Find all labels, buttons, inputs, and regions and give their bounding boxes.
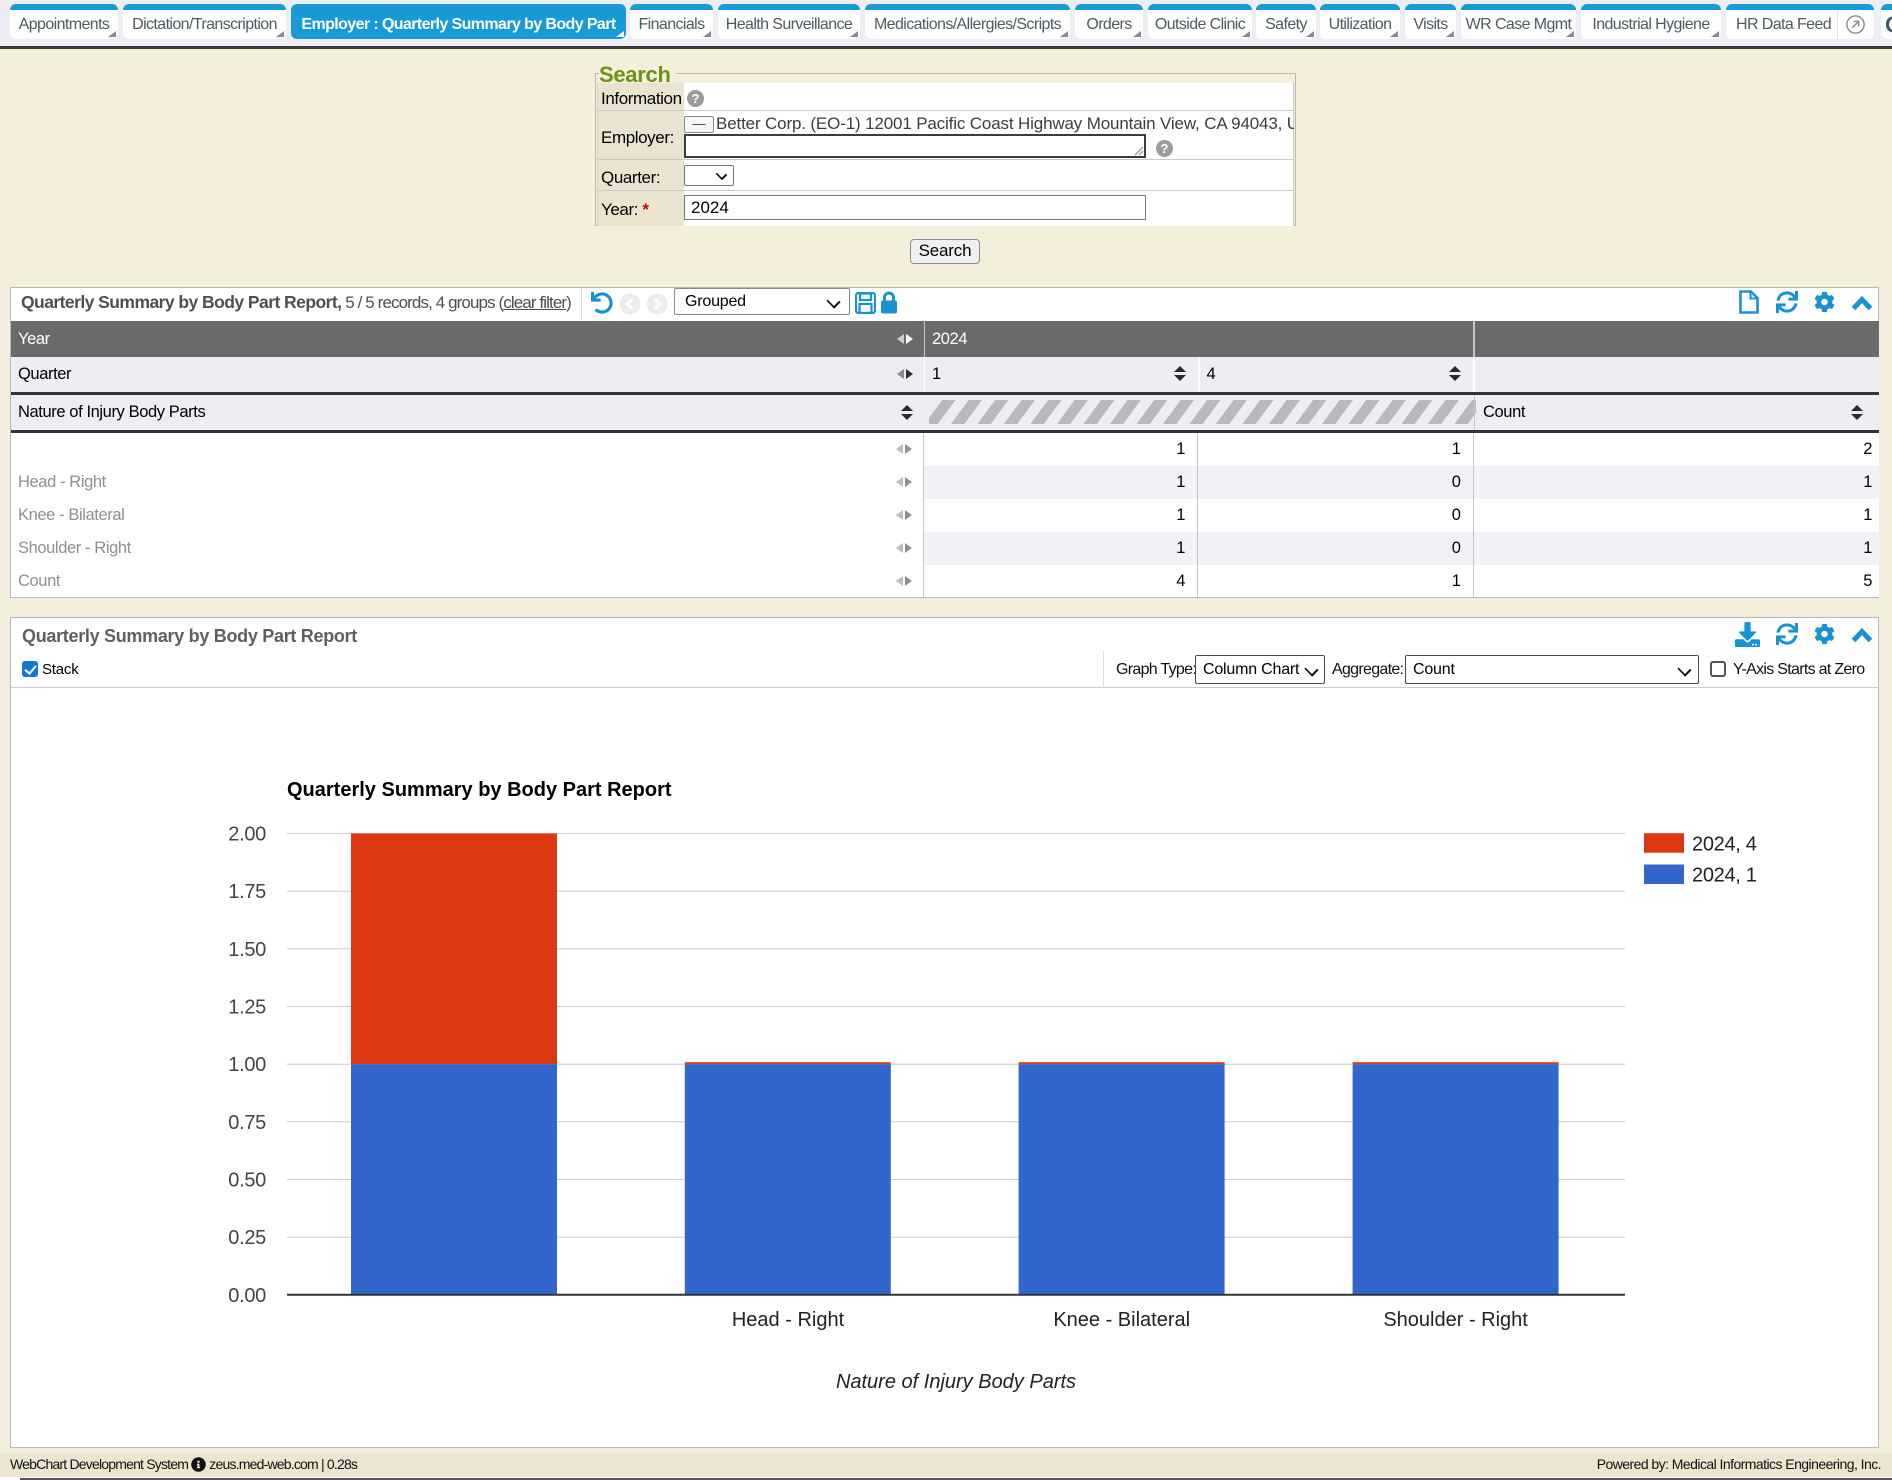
svg-text:0.00: 0.00 [228, 1285, 266, 1307]
svg-text:0.25: 0.25 [228, 1227, 266, 1249]
svg-text:2024, 4: 2024, 4 [1692, 833, 1757, 855]
svg-text:2024, 1: 2024, 1 [1692, 865, 1757, 887]
svg-text:1.50: 1.50 [228, 939, 266, 961]
svg-text:1.25: 1.25 [228, 997, 266, 1019]
svg-text:0.75: 0.75 [228, 1112, 266, 1134]
svg-text:2.00: 2.00 [228, 824, 266, 846]
svg-text:Nature of Injury Body Parts: Nature of Injury Body Parts [836, 1371, 1076, 1393]
svg-text:Quarterly Summary by Body Part: Quarterly Summary by Body Part Report [287, 779, 672, 801]
svg-text:0.50: 0.50 [228, 1170, 266, 1192]
svg-text:Head - Right: Head - Right [732, 1309, 845, 1331]
svg-text:1.75: 1.75 [228, 881, 266, 903]
svg-text:Shoulder - Right: Shoulder - Right [1383, 1309, 1528, 1331]
svg-text:1.00: 1.00 [228, 1054, 266, 1076]
svg-text:Knee - Bilateral: Knee - Bilateral [1053, 1309, 1190, 1331]
